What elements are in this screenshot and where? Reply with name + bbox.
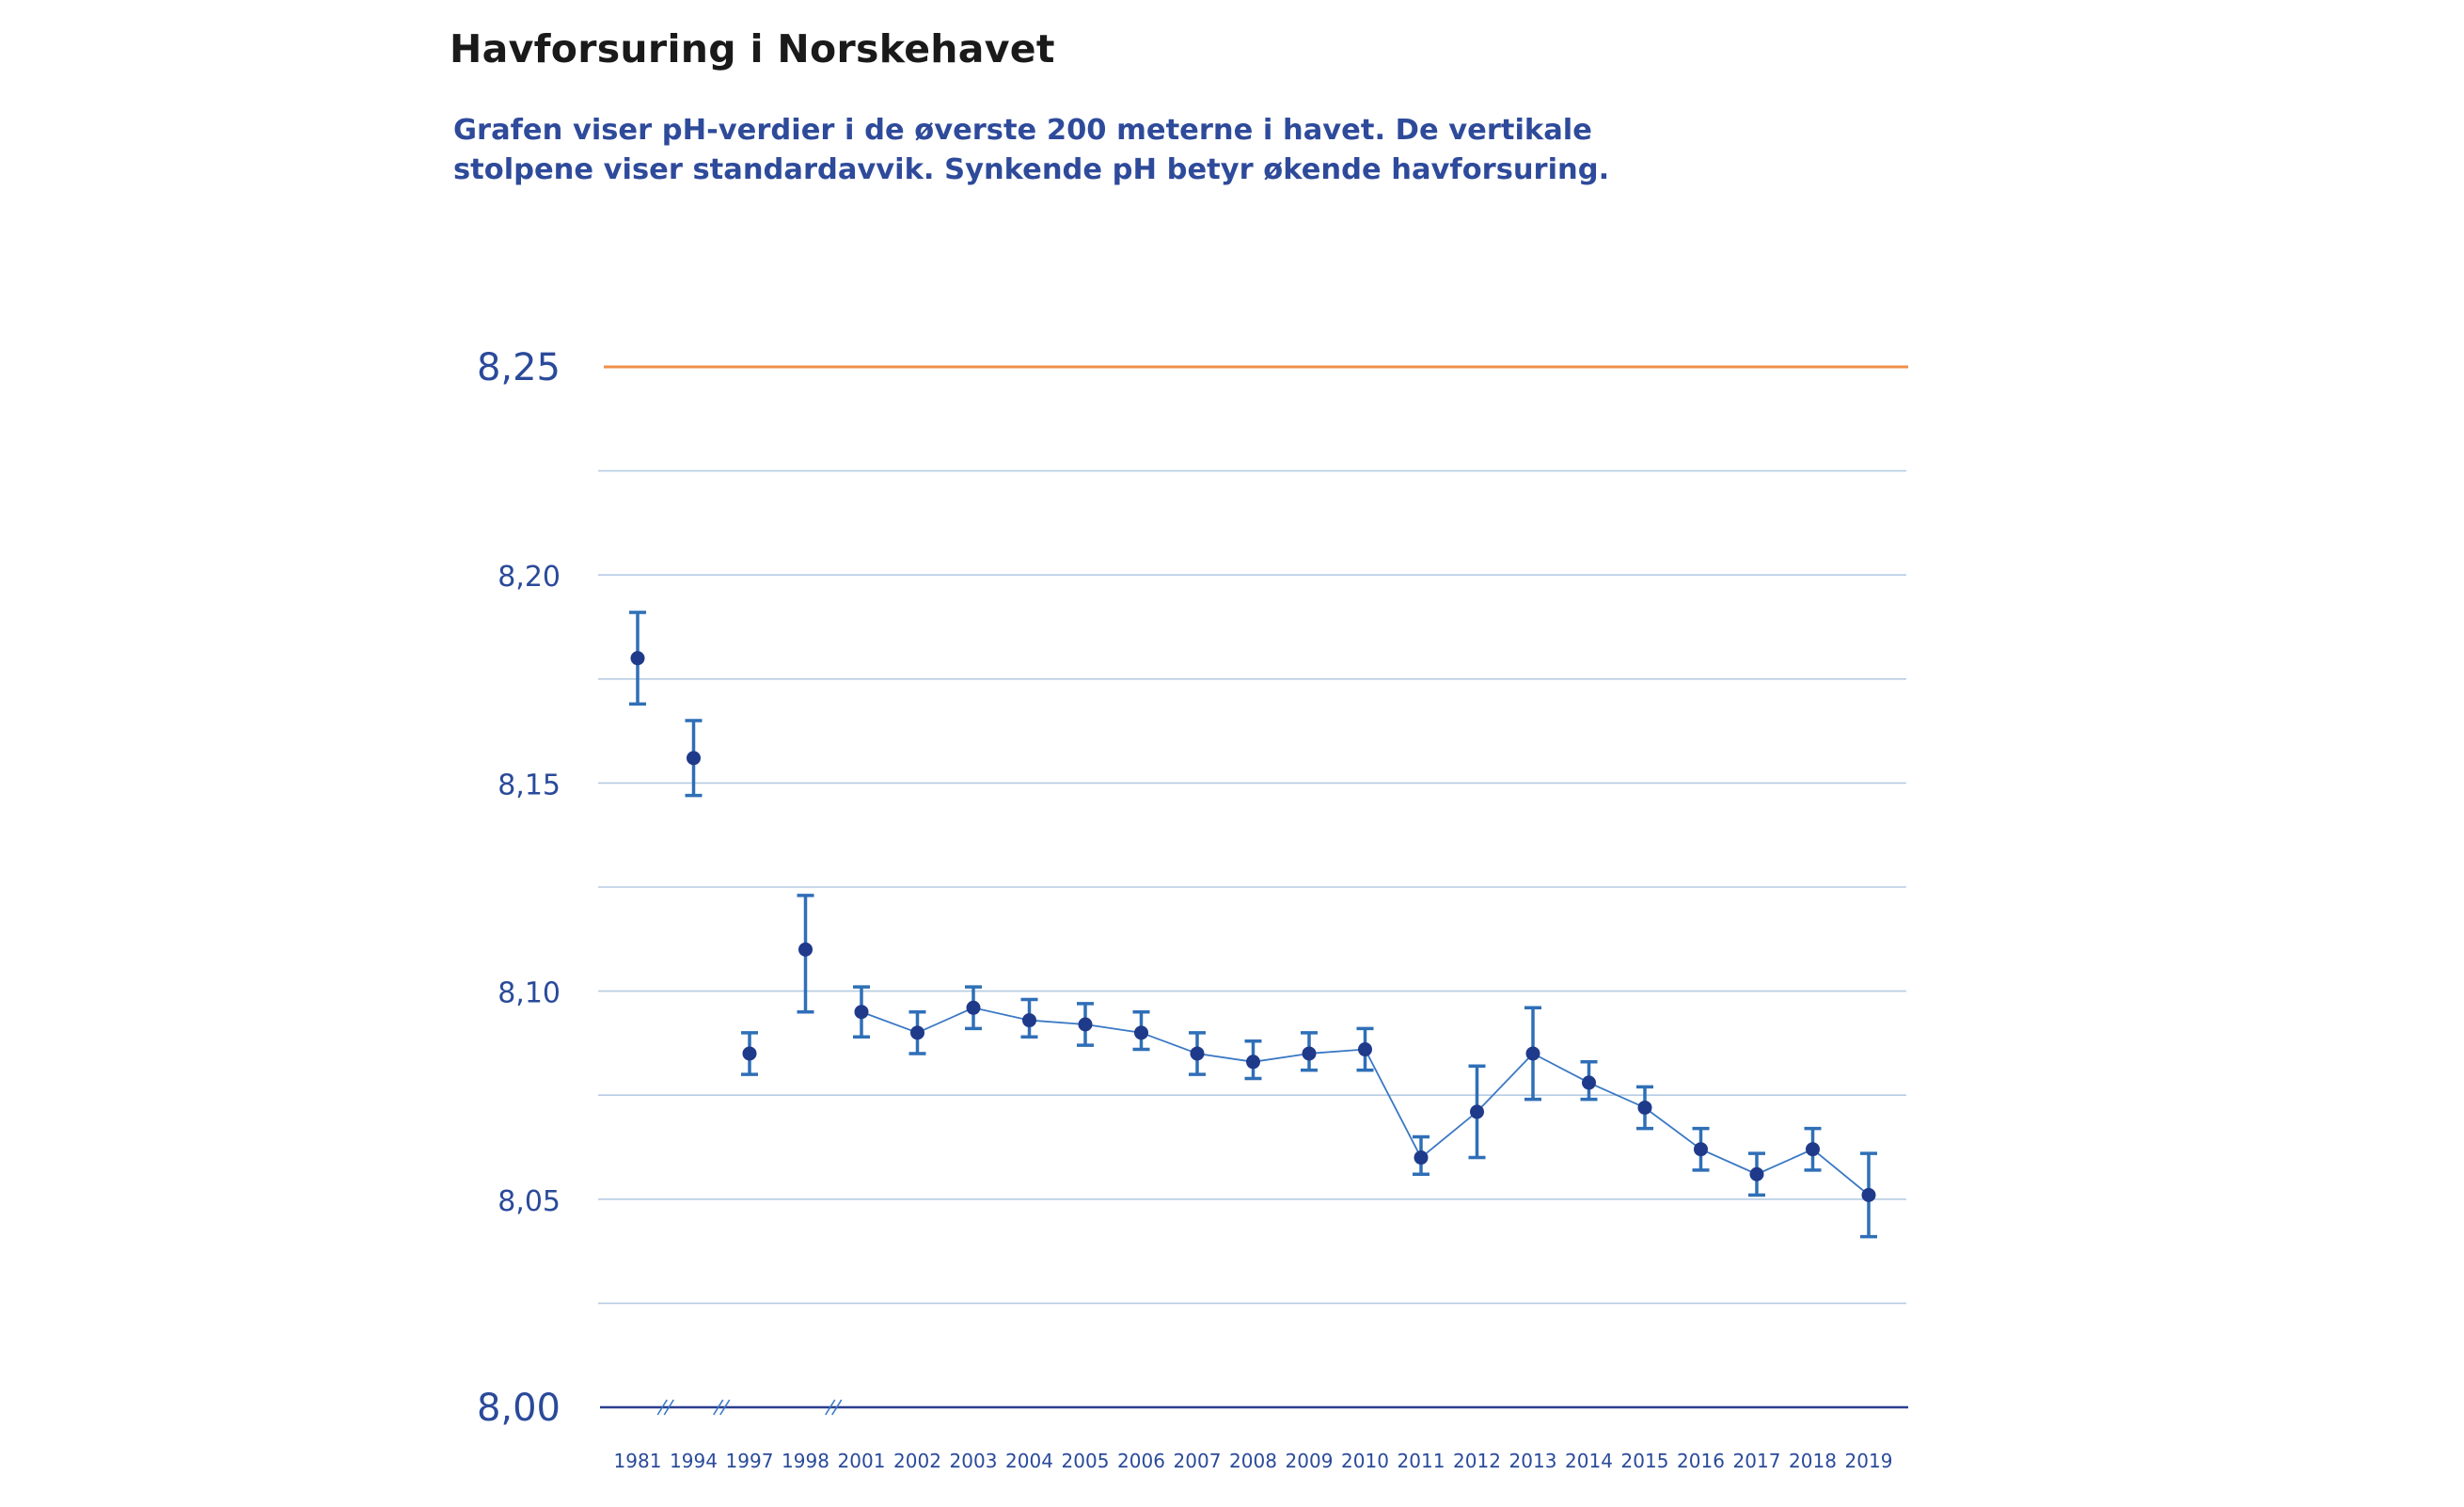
data-point xyxy=(1861,1187,1876,1202)
data-point xyxy=(1414,1150,1429,1166)
data-point xyxy=(1358,1042,1372,1057)
x-tick-label: 2010 xyxy=(1341,1450,1389,1472)
x-tick-label: 2017 xyxy=(1733,1450,1781,1472)
chart-title: Havforsuring i Norskehavet xyxy=(450,26,1055,71)
x-tick-label: 2012 xyxy=(1453,1450,1501,1472)
data-point xyxy=(1078,1017,1093,1032)
data-point xyxy=(1582,1075,1596,1090)
axis-break-mark xyxy=(719,1399,731,1416)
x-tick-label: 2008 xyxy=(1229,1450,1277,1472)
x-tick-label: 2005 xyxy=(1062,1450,1110,1472)
data-point xyxy=(854,1005,869,1020)
y-tick-label: 8,05 xyxy=(498,1185,561,1218)
y-tick-label: 8,20 xyxy=(498,561,561,594)
data-point xyxy=(910,1025,924,1040)
x-tick-label: 1994 xyxy=(670,1450,718,1472)
x-tick-label: 1981 xyxy=(614,1450,662,1472)
y-tick-label: 8,10 xyxy=(498,977,561,1010)
subtitle-line-1: Grafen viser pH-verdier i de øverste 200… xyxy=(453,114,1592,147)
x-tick-label: 2015 xyxy=(1621,1450,1669,1472)
y-tick-label: 8,15 xyxy=(498,769,561,801)
data-point xyxy=(1022,1013,1036,1028)
data-point xyxy=(1525,1046,1540,1061)
axis-break-mark xyxy=(713,1399,724,1416)
axis-break-mark xyxy=(656,1399,668,1416)
data-point xyxy=(742,1046,757,1061)
x-tick-label: 2006 xyxy=(1117,1450,1165,1472)
data-point xyxy=(1749,1166,1764,1182)
x-tick-label: 2007 xyxy=(1174,1450,1222,1472)
axis-break-mark xyxy=(825,1399,836,1416)
axis-break-mark xyxy=(831,1399,843,1416)
data-point xyxy=(1190,1046,1205,1061)
x-tick-label: 2013 xyxy=(1509,1450,1557,1472)
x-tick-label: 1998 xyxy=(782,1450,829,1472)
y-tick-label: 8,25 xyxy=(477,346,561,389)
y-tick-label: 8,00 xyxy=(477,1387,561,1430)
subtitle-line-2: stolpene viser standardavvik. Synkende p… xyxy=(453,153,1610,186)
data-point xyxy=(798,942,813,957)
data-point xyxy=(687,751,701,766)
data-point xyxy=(1302,1046,1317,1061)
data-point xyxy=(1470,1104,1484,1119)
data-point xyxy=(630,651,645,666)
x-tick-label: 2011 xyxy=(1398,1450,1445,1472)
axis-break-mark xyxy=(663,1399,674,1416)
x-tick-label: 2002 xyxy=(893,1450,941,1472)
chart-subtitle: Grafen viser pH-verdier i de øverste 200… xyxy=(453,111,1676,190)
x-tick-label: 2019 xyxy=(1845,1450,1893,1472)
data-point xyxy=(1806,1142,1820,1157)
x-tick-label: 2004 xyxy=(1005,1450,1053,1472)
x-tick-label: 2014 xyxy=(1565,1450,1613,1472)
x-tick-label: 2009 xyxy=(1286,1450,1334,1472)
x-tick-label: 2016 xyxy=(1677,1450,1725,1472)
x-tick-label: 2001 xyxy=(838,1450,886,1472)
data-point xyxy=(1694,1142,1708,1157)
data-point xyxy=(1637,1100,1652,1115)
x-tick-label: 2018 xyxy=(1789,1450,1837,1472)
data-point xyxy=(1246,1055,1260,1070)
x-tick-label: 1997 xyxy=(726,1450,774,1472)
data-point xyxy=(966,1000,981,1015)
data-point xyxy=(1134,1025,1148,1040)
x-tick-label: 2003 xyxy=(950,1450,998,1472)
